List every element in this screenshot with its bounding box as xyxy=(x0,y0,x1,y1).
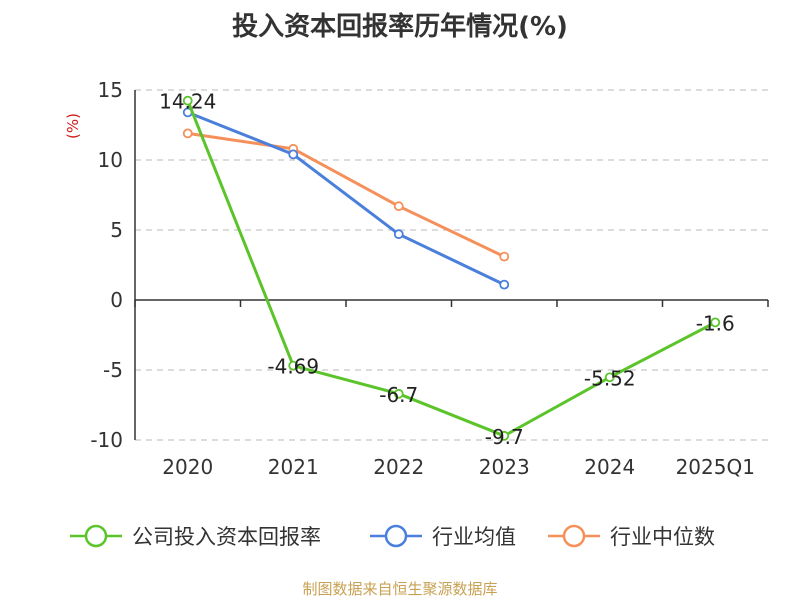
y-tick-label: -10 xyxy=(90,428,123,452)
data-point xyxy=(393,201,404,212)
data-point xyxy=(499,251,510,262)
data-label: 14.24 xyxy=(159,90,216,114)
data-label: -1.6 xyxy=(696,311,735,335)
data-label: -5.52 xyxy=(584,366,636,390)
x-tick-label: 2025Q1 xyxy=(676,455,755,479)
legend-marker xyxy=(384,524,408,548)
x-tick-label: 2021 xyxy=(268,455,319,479)
x-tick-label: 2022 xyxy=(373,455,424,479)
data-point xyxy=(393,229,404,240)
y-tick-label: 5 xyxy=(110,218,123,242)
data-point xyxy=(393,388,404,399)
grid-lines xyxy=(135,89,768,441)
chart-title: 投入资本回报率历年情况(%) xyxy=(232,12,568,42)
series-lines xyxy=(182,95,721,441)
y-tick-label: 10 xyxy=(98,148,123,172)
y-tick-label: 15 xyxy=(98,78,123,102)
y-axis-title: (%) xyxy=(64,113,82,139)
y-tick-label: 0 xyxy=(110,288,123,312)
data-label: -4.69 xyxy=(267,355,319,379)
data-point xyxy=(499,279,510,290)
data-label: -6.7 xyxy=(379,383,418,407)
data-label: -9.7 xyxy=(485,425,524,449)
legend-label: 公司投入资本回报率 xyxy=(132,525,321,549)
legend-label: 行业均值 xyxy=(432,525,516,549)
data-point xyxy=(604,372,615,383)
data-point xyxy=(710,317,721,328)
y-tick-label: -5 xyxy=(103,358,123,382)
data-point xyxy=(288,149,299,160)
x-tick-label: 2023 xyxy=(479,455,530,479)
series-line-1 xyxy=(187,111,505,286)
x-tick-label: 2020 xyxy=(162,455,213,479)
data-point xyxy=(499,430,510,441)
legend-marker xyxy=(84,524,108,548)
data-labels: 14.24 -4.69 -6.7 -9.7 -5.52 -1.6 xyxy=(159,90,735,449)
source-note: 制图数据来自恒生聚源数据库 xyxy=(302,580,498,598)
series-line-0 xyxy=(186,100,716,438)
x-tick-label: 2024 xyxy=(584,455,635,479)
data-point xyxy=(182,95,193,106)
legend-label: 行业中位数 xyxy=(610,525,715,549)
data-point xyxy=(288,360,299,371)
legend-marker xyxy=(562,524,586,548)
legend: 公司投入资本回报率 行业均值 行业中位数 xyxy=(70,524,715,549)
data-point xyxy=(182,128,193,139)
axes: 15 10 5 0 -5 -10 (%) 2020 2021 2022 2023 2024 2025Q1 xyxy=(64,78,769,479)
series-line-2 xyxy=(187,131,505,258)
